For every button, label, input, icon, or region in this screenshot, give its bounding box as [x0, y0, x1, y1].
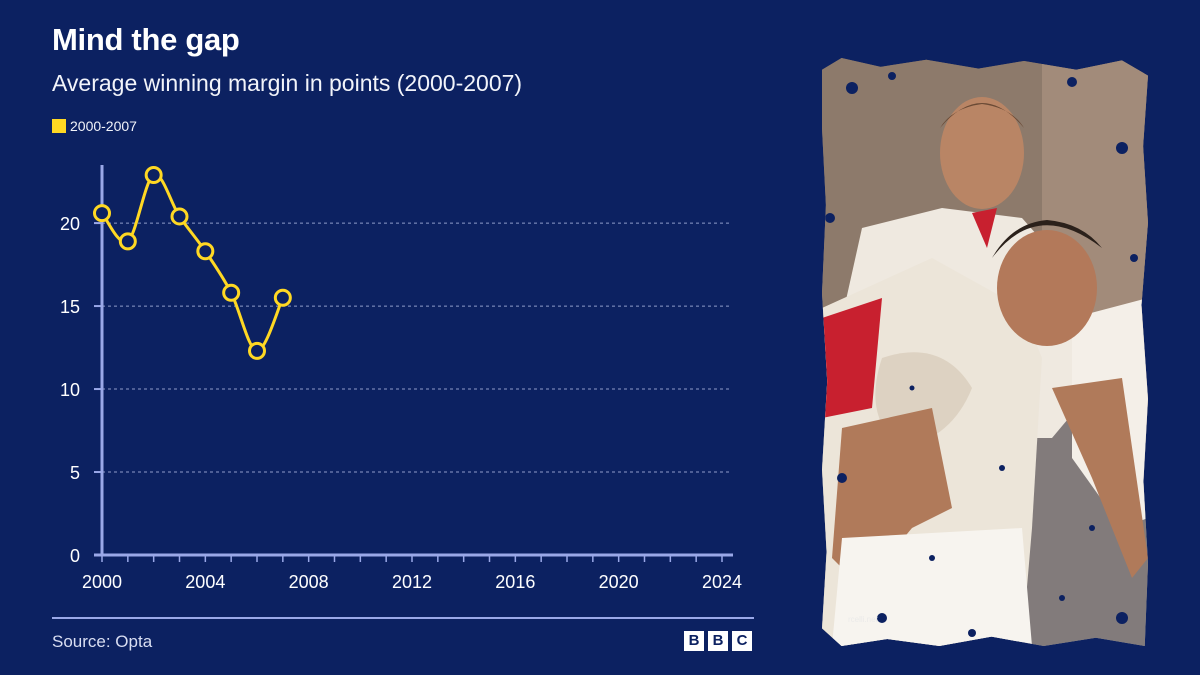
footer-divider — [52, 617, 754, 619]
data-point — [273, 288, 292, 307]
x-tick-label: 2016 — [495, 572, 535, 592]
y-tick-label: 0 — [70, 546, 80, 566]
legend-swatch — [52, 119, 66, 133]
data-point — [144, 165, 163, 184]
x-tick-label: 2000 — [82, 572, 122, 592]
bbc-logo-block: B — [708, 631, 728, 651]
data-point — [118, 232, 137, 251]
data-point — [170, 207, 189, 226]
legend-label: 2000-2007 — [70, 118, 137, 134]
x-tick-label: 2024 — [702, 572, 742, 592]
x-tick-label: 2008 — [289, 572, 329, 592]
series-line — [100, 173, 285, 353]
x-tick-label: 2012 — [392, 572, 432, 592]
x-tick-label: 2004 — [185, 572, 225, 592]
data-point — [93, 204, 111, 223]
photo-credit: rcelli.net — [848, 615, 878, 624]
bbc-logo-block: C — [732, 631, 752, 651]
chart-title: Mind the gap — [52, 22, 240, 57]
chart-legend: 2000-2007 — [52, 118, 137, 134]
bbc-logo: B B C — [684, 631, 752, 651]
source-note: Source: Opta — [52, 632, 153, 651]
data-point — [248, 341, 266, 360]
y-tick-label: 5 — [70, 463, 80, 483]
y-tick-label: 10 — [60, 380, 80, 400]
y-tick-label: 15 — [60, 297, 80, 317]
y-tick-label: 20 — [60, 214, 80, 234]
rugby-players-photo — [822, 58, 1148, 646]
data-point — [222, 283, 241, 302]
x-tick-label: 2020 — [599, 572, 639, 592]
data-point — [196, 242, 215, 261]
chart-subtitle: Average winning margin in points (2000-2… — [52, 70, 523, 96]
photo-illustration — [822, 58, 1148, 646]
bbc-logo-block: B — [684, 631, 704, 651]
